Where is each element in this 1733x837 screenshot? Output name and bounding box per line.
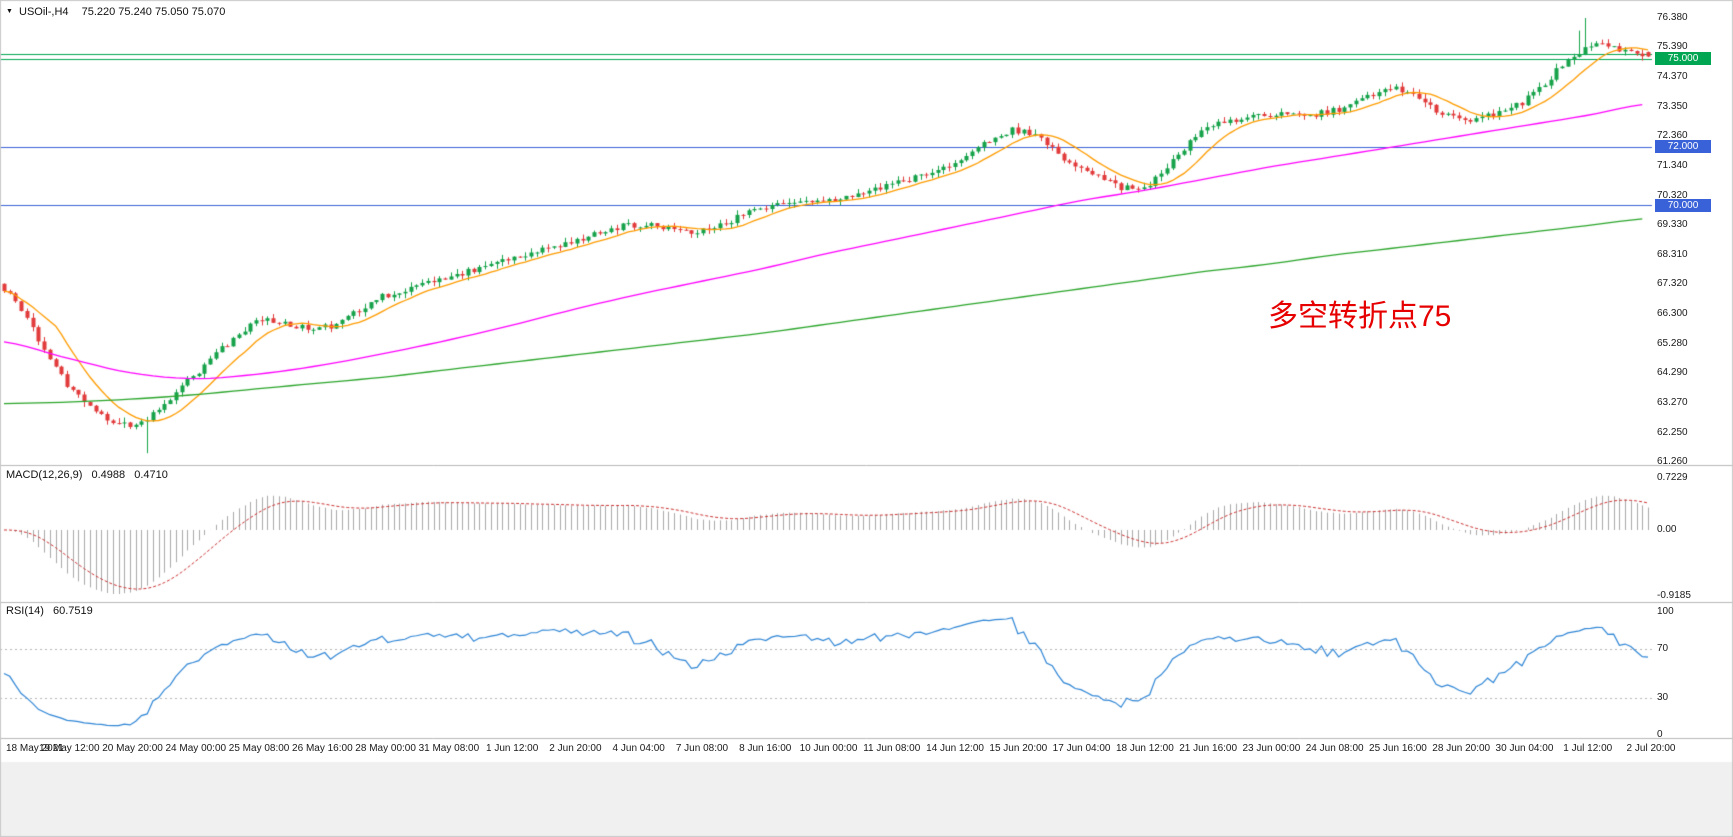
rsi-scale-label: 100 bbox=[1657, 606, 1674, 617]
time-axis-label: 26 May 16:00 bbox=[292, 743, 353, 754]
macd-scale-label: 0.00 bbox=[1657, 523, 1677, 535]
price-tick-label: 76.380 bbox=[1657, 12, 1688, 23]
rsi-scale-label: 30 bbox=[1657, 692, 1669, 704]
ohlc-values: 75.220 75.240 75.050 75.070 bbox=[81, 6, 226, 18]
time-axis-label: 19 May 12:00 bbox=[38, 743, 100, 754]
price-tick-label: 61.260 bbox=[1657, 456, 1688, 467]
symbol-title: USOil-,H4 bbox=[19, 6, 69, 18]
chart-header: ▼ USOil-,H4 75.220 75.240 75.050 75.070 bbox=[6, 5, 225, 19]
price-tick-label: 67.320 bbox=[1657, 278, 1688, 290]
price-tick-label: 63.270 bbox=[1657, 396, 1688, 408]
price-badge: 70.000 bbox=[1655, 198, 1711, 212]
rsi-scale-label: 70 bbox=[1657, 642, 1669, 654]
price-tick-label: 68.310 bbox=[1657, 248, 1688, 260]
time-axis-label: 24 Jun 08:00 bbox=[1305, 743, 1364, 754]
time-axis-label: 18 May 2021 bbox=[6, 743, 64, 754]
time-axis-label: 25 May 08:00 bbox=[228, 743, 290, 754]
price-tick-label: 69.330 bbox=[1657, 219, 1688, 231]
price-tick-label: 64.290 bbox=[1657, 367, 1688, 379]
time-axis-label: 25 Jun 16:00 bbox=[1369, 743, 1427, 754]
price-tick-label: 74.370 bbox=[1657, 71, 1688, 83]
macd-scale-label: 0.7229 bbox=[1657, 472, 1688, 483]
price-tick-label: 66.300 bbox=[1657, 308, 1688, 319]
time-axis-label: 21 Jun 16:00 bbox=[1179, 743, 1238, 754]
price-tick-label: 70.320 bbox=[1657, 189, 1688, 201]
time-axis-label: 1 Jun 12:00 bbox=[486, 743, 539, 754]
rsi-value: 60.7519 bbox=[52, 605, 93, 617]
price-badge: 72.000 bbox=[1655, 140, 1711, 154]
rsi-scale-label: 0 bbox=[1657, 729, 1663, 740]
price-tick-label: 73.350 bbox=[1657, 100, 1688, 112]
price-tick-label: 65.280 bbox=[1657, 337, 1688, 349]
time-axis-label: 24 May 00:00 bbox=[165, 743, 227, 754]
time-axis-label: 10 Jun 00:00 bbox=[799, 743, 858, 754]
time-axis-label: 20 May 20:00 bbox=[102, 743, 163, 754]
time-axis-label: 11 Jun 08:00 bbox=[863, 743, 921, 754]
time-axis-label: 14 Jun 12:00 bbox=[926, 743, 984, 754]
price-tick-label: 62.250 bbox=[1657, 426, 1688, 438]
time-axis-label: 28 May 00:00 bbox=[355, 743, 416, 754]
time-axis-label: 7 Jun 08:00 bbox=[675, 743, 729, 754]
time-axis-label: 4 Jun 04:00 bbox=[612, 743, 665, 754]
price-tick-label: 75.390 bbox=[1657, 41, 1688, 53]
time-axis-label: 1 Jul 12:00 bbox=[1563, 743, 1613, 754]
macd-scale-label: -0.9185 bbox=[1657, 590, 1691, 601]
price-tick-label: 71.340 bbox=[1657, 160, 1688, 171]
time-axis-label: 8 Jun 16:00 bbox=[739, 743, 792, 754]
time-axis-label: 2 Jun 20:00 bbox=[549, 743, 602, 754]
price-tick-label: 72.360 bbox=[1657, 130, 1688, 142]
time-axis-label: 30 Jun 04:00 bbox=[1495, 743, 1554, 754]
rsi-header: RSI(14) 60.7519 bbox=[6, 605, 93, 618]
rsi-indicator-label: RSI(14) bbox=[6, 605, 44, 617]
time-axis-label: 17 Jun 04:00 bbox=[1052, 743, 1111, 754]
macd-main-value: 0.4988 bbox=[91, 469, 126, 481]
macd-signal-value: 0.4710 bbox=[134, 469, 168, 481]
time-axis-label: 15 Jun 20:00 bbox=[989, 743, 1048, 754]
time-axis-label: 18 Jun 12:00 bbox=[1115, 743, 1174, 754]
price-badge: 75.000 bbox=[1655, 52, 1711, 66]
time-axis-label: 23 Jun 00:00 bbox=[1242, 743, 1301, 754]
time-axis-label: 28 Jun 20:00 bbox=[1432, 743, 1491, 754]
macd-indicator-label: MACD(12,26,9) bbox=[6, 469, 83, 481]
time-axis-label: 31 May 08:00 bbox=[418, 743, 480, 754]
annotation-text[interactable]: 多空转折点75 bbox=[1268, 300, 1452, 333]
time-axis-label: 2 Jul 20:00 bbox=[1626, 743, 1676, 754]
macd-header: MACD(12,26,9) 0.4988 0.4710 bbox=[6, 469, 168, 482]
symbol-marker-icon: ▼ bbox=[6, 8, 13, 15]
